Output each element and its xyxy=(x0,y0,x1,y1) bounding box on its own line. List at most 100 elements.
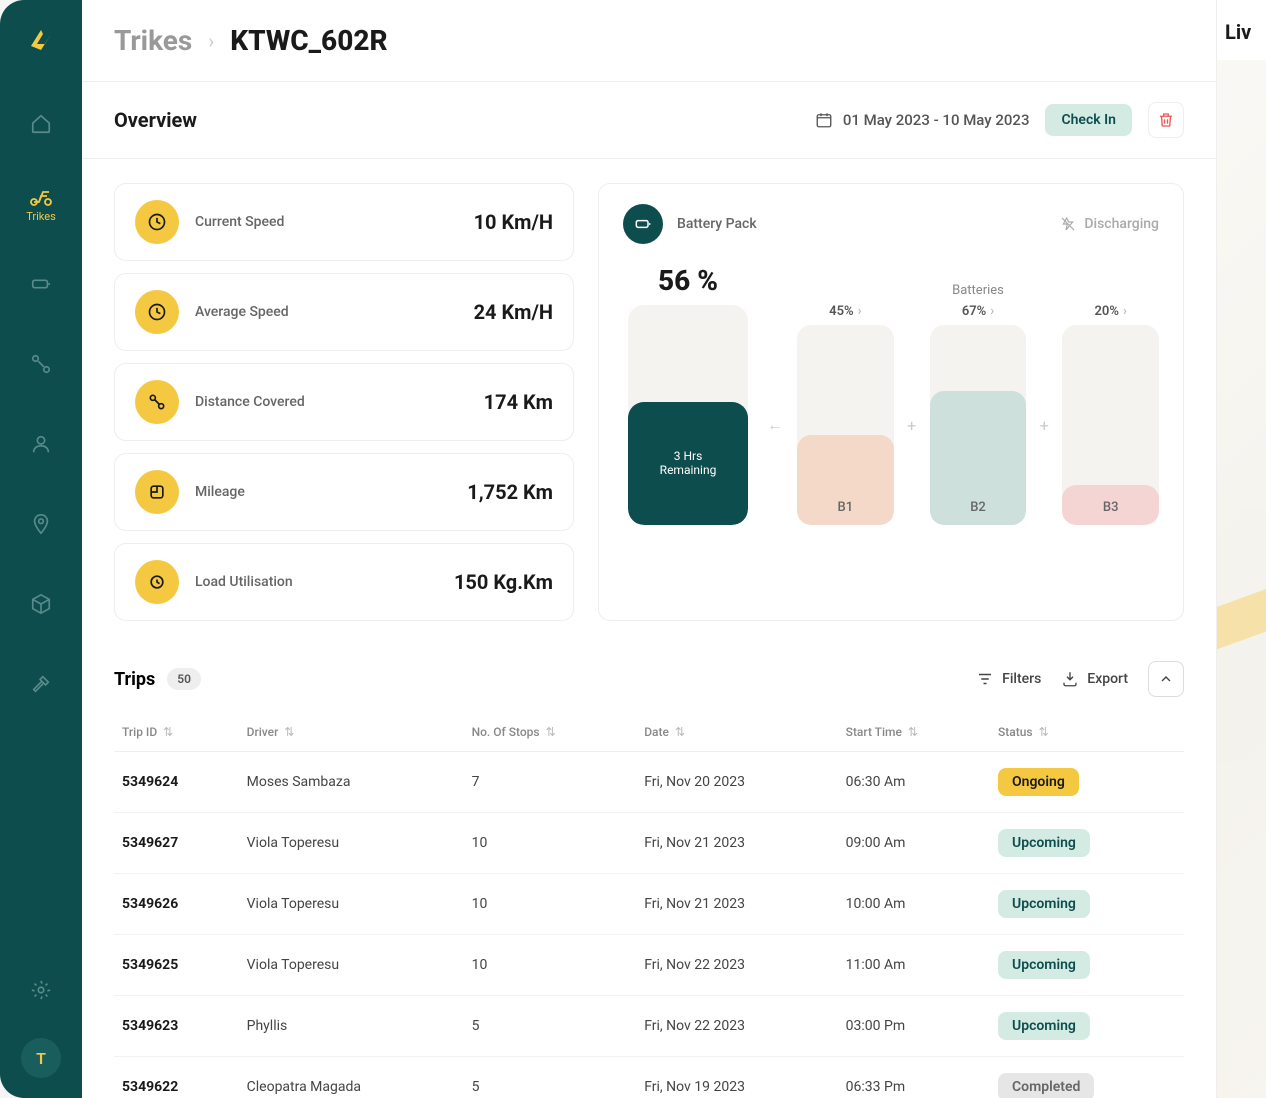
metric-card: Average Speed 24 Km/H xyxy=(114,273,574,351)
metric-value: 1,752 Km xyxy=(467,480,553,504)
logo[interactable] xyxy=(21,20,61,60)
nav-trikes-label: Trikes xyxy=(26,210,56,223)
table-row[interactable]: 5349624 Moses Sambaza 7 Fri, Nov 20 2023… xyxy=(114,752,1184,813)
home-icon xyxy=(30,113,52,135)
sort-icon: ⇅ xyxy=(284,725,294,739)
table-row[interactable]: 5349625 Viola Toperesu 10 Fri, Nov 22 20… xyxy=(114,935,1184,996)
metric-card: Mileage 1,752 Km xyxy=(114,453,574,531)
nav-package[interactable] xyxy=(17,580,65,628)
nav-location[interactable] xyxy=(17,500,65,548)
column-header[interactable]: Trip ID⇅ xyxy=(114,713,239,752)
status-badge: Upcoming xyxy=(998,890,1090,918)
sidebar: Trikes T xyxy=(0,0,82,1098)
cell-driver: Phyllis xyxy=(239,996,464,1057)
map-preview[interactable] xyxy=(1217,60,1266,1098)
status-badge: Upcoming xyxy=(998,951,1090,979)
battery-main-bar: 3 Hrs Remaining xyxy=(628,305,748,525)
export-label: Export xyxy=(1087,671,1128,687)
cell-trip-id: 5349622 xyxy=(114,1057,239,1098)
export-button[interactable]: Export xyxy=(1061,670,1128,688)
trips-title: Trips xyxy=(114,669,155,690)
metric-label: Current Speed xyxy=(195,214,458,230)
column-header[interactable]: No. Of Stops⇅ xyxy=(464,713,637,752)
metric-card: Distance Covered 174 Km xyxy=(114,363,574,441)
trips-body: 5349624 Moses Sambaza 7 Fri, Nov 20 2023… xyxy=(114,752,1184,1098)
checkin-button[interactable]: Check In xyxy=(1045,104,1132,136)
overview-title: Overview xyxy=(114,108,197,132)
cell-date: Fri, Nov 22 2023 xyxy=(636,996,837,1057)
cell-stops: 5 xyxy=(464,996,637,1057)
chevron-up-icon xyxy=(1158,671,1174,687)
date-range[interactable]: 01 May 2023 - 10 May 2023 xyxy=(815,111,1030,129)
battery-cell-pct: 67% › xyxy=(962,304,994,319)
delete-button[interactable] xyxy=(1148,102,1184,138)
sort-icon: ⇅ xyxy=(675,725,685,739)
trips-title-wrap: Trips 50 xyxy=(114,668,201,690)
right-panel: Liv xyxy=(1216,0,1266,1098)
nav-trikes[interactable]: Trikes xyxy=(17,180,65,228)
cell-time: 03:00 Pm xyxy=(838,996,990,1057)
filters-button[interactable]: Filters xyxy=(976,670,1041,688)
battery-cells: 45% › B1 +67% › B2 +20% › B3 xyxy=(797,304,1159,525)
nav-nodes[interactable] xyxy=(17,340,65,388)
nav-user[interactable] xyxy=(17,420,65,468)
cell-trip-id: 5349624 xyxy=(114,752,239,813)
export-icon xyxy=(1061,670,1079,688)
nav-home[interactable] xyxy=(17,100,65,148)
battery-icon xyxy=(30,273,52,295)
cell-date: Fri, Nov 20 2023 xyxy=(636,752,837,813)
cell-time: 06:30 Am xyxy=(838,752,990,813)
filters-label: Filters xyxy=(1002,671,1041,687)
battery-status-text: Discharging xyxy=(1084,216,1159,232)
column-header[interactable]: Start Time⇅ xyxy=(838,713,990,752)
table-row[interactable]: 5349623 Phyllis 5 Fri, Nov 22 2023 03:00… xyxy=(114,996,1184,1057)
column-header[interactable]: Driver⇅ xyxy=(239,713,464,752)
battery-cell[interactable]: 20% › B3 xyxy=(1062,304,1159,525)
table-row[interactable]: 5349627 Viola Toperesu 10 Fri, Nov 21 20… xyxy=(114,813,1184,874)
battery-panel: Battery Pack Discharging 56 % 3 Hrs Rema… xyxy=(598,183,1184,621)
nav-settings[interactable] xyxy=(17,966,65,1014)
right-panel-title: Liv xyxy=(1225,20,1258,44)
status-badge: Upcoming xyxy=(998,1012,1090,1040)
trips-header-row: Trip ID⇅Driver⇅No. Of Stops⇅Date⇅Start T… xyxy=(114,713,1184,752)
cell-driver: Viola Toperesu xyxy=(239,813,464,874)
cell-status: Upcoming xyxy=(990,874,1184,935)
battery-cell[interactable]: 67% › B2 xyxy=(930,304,1027,525)
battery-status: Discharging xyxy=(1060,216,1159,232)
table-row[interactable]: 5349626 Viola Toperesu 10 Fri, Nov 21 20… xyxy=(114,874,1184,935)
metric-icon xyxy=(135,290,179,334)
column-header[interactable]: Status⇅ xyxy=(990,713,1184,752)
battery-cell[interactable]: 45% › B1 xyxy=(797,304,894,525)
logo-icon xyxy=(25,24,57,56)
batteries-label: Batteries xyxy=(797,283,1159,298)
battery-cell-bar: B2 xyxy=(930,325,1027,525)
breadcrumb-current: KTWC_602R xyxy=(230,24,387,57)
cell-status: Ongoing xyxy=(990,752,1184,813)
battery-cell-bar: B1 xyxy=(797,325,894,525)
cell-date: Fri, Nov 19 2023 xyxy=(636,1057,837,1098)
collapse-button[interactable] xyxy=(1148,661,1184,697)
sort-icon: ⇅ xyxy=(1039,725,1049,739)
status-badge: Completed xyxy=(998,1073,1094,1098)
battery-cell-bar: B3 xyxy=(1062,325,1159,525)
metric-value: 24 Km/H xyxy=(474,300,553,324)
nav-items: Trikes xyxy=(17,100,65,966)
trike-icon xyxy=(29,186,53,206)
trips-actions: Filters Export xyxy=(976,661,1184,697)
table-row[interactable]: 5349622 Cleopatra Magada 5 Fri, Nov 19 2… xyxy=(114,1057,1184,1098)
avatar[interactable]: T xyxy=(21,1038,61,1078)
battery-cell-pct: 20% › xyxy=(1094,304,1126,319)
sort-icon: ⇅ xyxy=(908,725,918,739)
cell-time: 11:00 Am xyxy=(838,935,990,996)
metric-value: 150 Kg.Km xyxy=(454,570,553,594)
breadcrumb-parent[interactable]: Trikes xyxy=(114,24,192,57)
filters-icon xyxy=(976,670,994,688)
battery-row: 56 % 3 Hrs Remaining ← Batteries 45% › B… xyxy=(623,264,1159,525)
cell-time: 10:00 Am xyxy=(838,874,990,935)
discharging-icon xyxy=(1060,216,1076,232)
nav-tools[interactable] xyxy=(17,660,65,708)
column-header[interactable]: Date⇅ xyxy=(636,713,837,752)
trash-icon xyxy=(1157,111,1175,129)
nav-battery[interactable] xyxy=(17,260,65,308)
main: Trikes › KTWC_602R Overview 01 May 2023 … xyxy=(82,0,1216,1098)
